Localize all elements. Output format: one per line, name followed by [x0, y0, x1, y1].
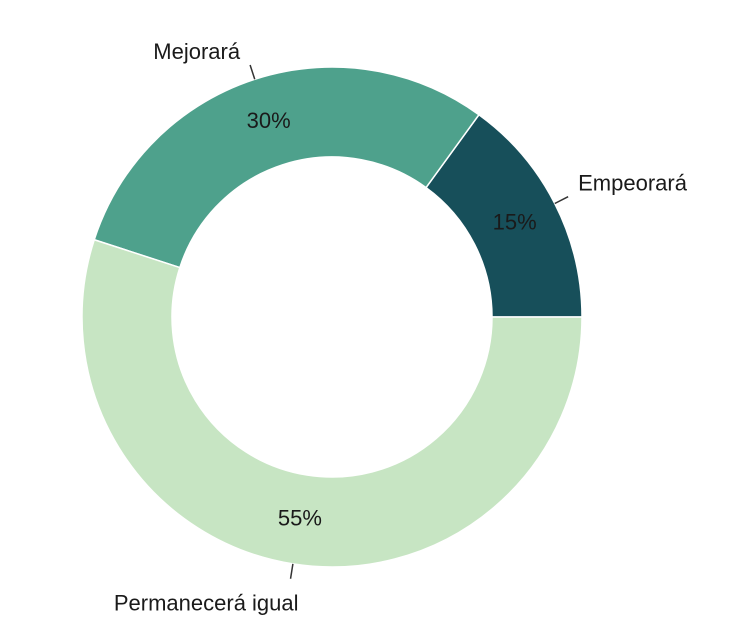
category-label: Permanecerá igual — [114, 591, 299, 616]
value-label: 55% — [278, 505, 322, 530]
value-label: 30% — [247, 108, 291, 133]
value-label: 15% — [493, 210, 537, 235]
leader-line — [554, 196, 569, 205]
category-label: Empeorará — [578, 171, 688, 196]
donut-slice — [81, 238, 583, 568]
leader-line — [289, 563, 294, 579]
category-label: Mejorará — [153, 39, 241, 64]
donut-slice — [93, 66, 480, 269]
leader-line — [249, 64, 256, 80]
